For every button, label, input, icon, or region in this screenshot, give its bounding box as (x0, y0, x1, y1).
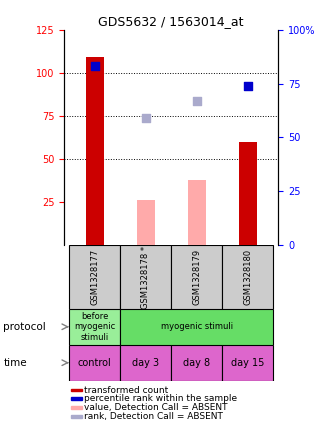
Text: time: time (3, 358, 27, 368)
Bar (222, 345, 273, 381)
Text: GSM1328177: GSM1328177 (90, 249, 99, 305)
Bar (137, 201, 155, 245)
Bar (120, 245, 171, 309)
Text: day 15: day 15 (231, 358, 264, 368)
Bar (171, 345, 222, 381)
Bar (71, 389, 82, 391)
Text: GSM1328180: GSM1328180 (243, 249, 252, 305)
Point (143, 115, 148, 121)
Text: GSM1328179: GSM1328179 (192, 249, 201, 305)
Text: control: control (78, 358, 111, 368)
Bar (120, 345, 171, 381)
Point (245, 82, 250, 89)
Bar (71, 415, 82, 418)
Bar (239, 142, 257, 245)
Bar (120, 309, 273, 345)
Bar (69, 245, 120, 309)
Bar (69, 345, 120, 381)
Text: before
myogenic
stimuli: before myogenic stimuli (74, 312, 115, 342)
Bar (69, 309, 120, 345)
Text: transformed count: transformed count (84, 385, 168, 395)
Point (194, 97, 199, 104)
Point (92, 63, 97, 70)
Text: value, Detection Call = ABSENT: value, Detection Call = ABSENT (84, 403, 227, 412)
Text: day 8: day 8 (183, 358, 210, 368)
Text: rank, Detection Call = ABSENT: rank, Detection Call = ABSENT (84, 412, 222, 421)
Bar (171, 245, 222, 309)
Bar (222, 245, 273, 309)
Text: percentile rank within the sample: percentile rank within the sample (84, 394, 237, 404)
Text: day 3: day 3 (132, 358, 159, 368)
Text: myogenic stimuli: myogenic stimuli (161, 322, 233, 331)
Title: GDS5632 / 1563014_at: GDS5632 / 1563014_at (99, 16, 244, 28)
Bar (71, 407, 82, 409)
Text: GSM1328178 *: GSM1328178 * (141, 245, 150, 309)
Bar (188, 180, 206, 245)
Bar (71, 398, 82, 400)
Text: protocol: protocol (3, 322, 46, 332)
Bar (86, 57, 104, 245)
